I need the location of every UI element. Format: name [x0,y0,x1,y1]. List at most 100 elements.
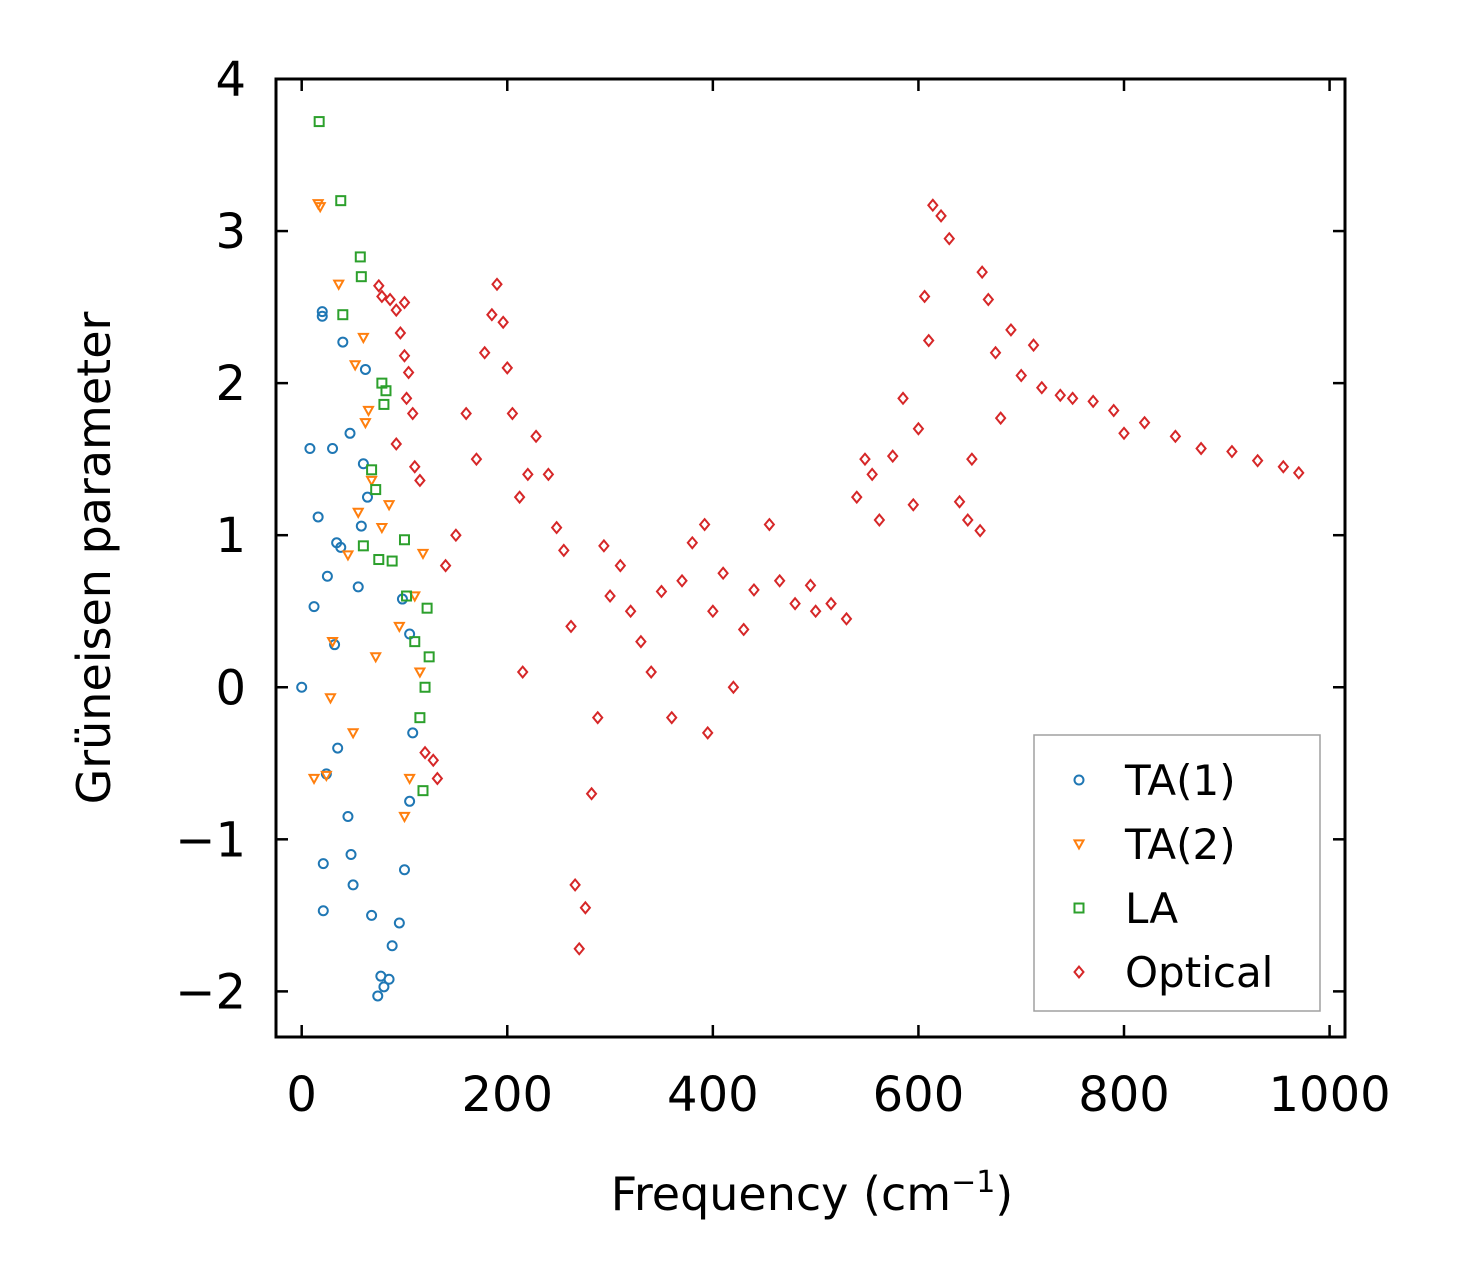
data-point-optical [450,528,462,543]
data-point-ta1 [378,981,390,993]
data-point-optical [850,490,863,505]
data-point-optical [384,292,396,307]
data-point-la [378,398,390,410]
data-point-ta2 [416,548,430,560]
data-point-optical [1226,444,1238,459]
data-point-optical [598,538,610,553]
data-point-optical [809,604,822,619]
data-point-la [335,195,347,207]
data-point-optical [372,278,385,293]
data-point-ta2 [348,360,362,372]
data-point-ta1 [347,879,359,891]
data-point-ta2 [341,550,355,562]
data-point-optical [886,449,899,464]
data-point-optical [569,877,581,892]
data-point-optical [624,604,637,619]
data-point-optical [419,745,431,760]
data-point-ta1 [366,909,378,921]
data-point-optical [922,333,935,348]
x-axis-label-superscript: −1 [951,1165,995,1200]
data-point-optical [1138,415,1151,430]
data-point-optical [497,315,509,330]
data-point-optical [604,589,616,603]
data-point-optical [804,578,817,593]
axis-ticks: 0 200 400 600 800 1000 −2 −1 0 1 2 3 4 [175,52,1390,1123]
data-point-optical [698,517,711,532]
legend-marker-ta1 [1073,774,1085,786]
data-point-optical [573,941,586,956]
x-tick-label: 600 [873,1067,965,1123]
data-point-ta2 [324,693,337,705]
data-point-la [355,271,367,283]
legend-label-ta2: TA(2) [1124,820,1236,869]
y-tick-label: −1 [175,812,246,868]
data-point-optical [1005,322,1017,337]
data-point-optical [665,710,678,725]
data-point-optical [1107,403,1120,418]
data-point-optical [408,459,421,474]
data-point-optical [1118,426,1130,441]
legend-label-optical: Optical [1125,948,1273,997]
data-point-ta1 [312,511,324,523]
data-point-la [398,534,410,546]
data-point-optical [491,277,503,292]
data-point-ta1 [327,443,339,455]
data-point-optical [927,198,939,213]
data-point-optical [565,619,577,634]
data-point-ta1 [337,336,349,348]
data-point-ta1 [296,681,308,693]
legend-marker-ta2 [1072,839,1086,851]
data-point-ta1 [352,581,364,593]
data-point-optical [935,208,947,223]
data-point-optical [1251,453,1264,468]
data-point-la [421,602,433,614]
data-point-optical [840,611,853,626]
data-point-ta2 [346,728,360,740]
data-point-ta1 [398,864,410,876]
data-point-la [419,681,431,693]
data-point-ta1 [321,570,333,582]
data-point-optical [460,406,472,421]
data-point-optical [763,517,776,532]
x-tick-label: 800 [1078,1067,1170,1123]
data-point-ta1 [359,363,371,375]
data-point-optical [550,520,563,535]
series-optical [372,198,1305,956]
legend-label-la: LA [1125,884,1178,933]
data-point-ta1 [344,427,356,439]
data-point-optical [427,753,440,768]
data-point-la [357,540,369,552]
y-axis-label: Grüneisen parameter [67,311,121,804]
x-axis-label-close: ) [995,1167,1013,1221]
data-point-la [370,484,382,496]
x-tick-label: 1000 [1269,1067,1391,1123]
data-point-ta1 [317,858,329,870]
data-point-optical [989,345,1002,360]
data-point-ta1 [316,310,328,322]
data-point-optical [513,490,526,505]
data-point-ta2 [332,279,345,291]
y-tick-label: 1 [215,508,246,564]
data-point-la [423,651,435,663]
data-point-ta2 [393,621,406,633]
data-point-optical [825,596,837,611]
data-point-optical [585,786,598,801]
data-point-optical [579,900,592,915]
data-point-ta2 [362,405,375,418]
data-point-la [386,555,398,567]
legend-entry-ta1: TA(1) [1073,756,1236,805]
data-point-optical [501,360,514,375]
data-point-ta2 [369,652,382,664]
data-point-ta1 [345,849,357,861]
legend-marker-optical [1073,965,1085,979]
y-tick-label: 0 [215,660,246,716]
x-axis-label: Frequency (cm−1) [611,1165,1014,1221]
x-tick-label: 200 [461,1067,553,1123]
data-point-optical [1015,368,1028,383]
data-point-la [417,785,429,797]
data-point-optical [907,497,920,512]
data-point-optical [390,436,403,451]
data-point-optical [789,596,801,611]
x-axis-label-text: Frequency (cm [611,1167,951,1221]
x-tick-label: 0 [286,1067,317,1123]
